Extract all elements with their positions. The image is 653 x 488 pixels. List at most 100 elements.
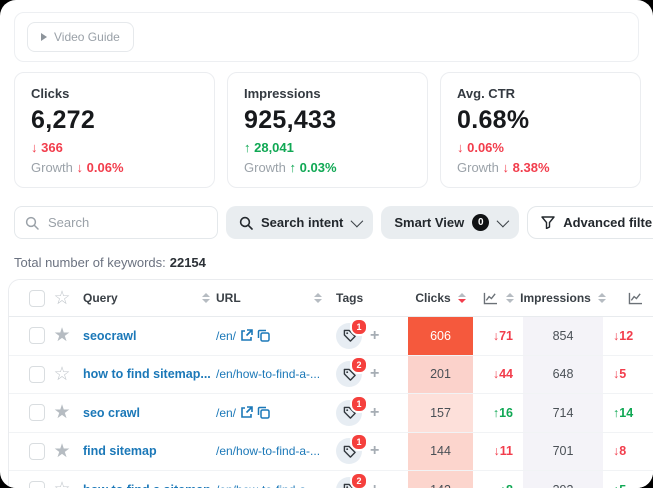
impressions-trend: ↓12 xyxy=(613,328,634,343)
smart-view-dropdown[interactable]: Smart View 0 xyxy=(381,206,520,239)
search-icon xyxy=(25,216,39,230)
clicks-header: Clicks xyxy=(415,291,451,305)
tag-count-badge: 1 xyxy=(350,433,368,452)
add-tag-icon[interactable]: + xyxy=(370,481,379,488)
table-row: how to find sitemap... /en/how-to-find-a… xyxy=(9,355,653,394)
row-checkbox[interactable] xyxy=(29,327,45,345)
clicks-cell: 157 xyxy=(408,394,473,432)
card-delta: ↓ 366 xyxy=(31,140,63,155)
external-link-icon[interactable] xyxy=(240,406,253,419)
card-delta: ↓ 0.06% xyxy=(457,140,504,155)
tag-badge[interactable]: 2 xyxy=(336,356,368,388)
stat-cards: Clicks 6,272 ↓ 366 Growth ↓ 0.06% Impres… xyxy=(14,72,641,188)
card-value: 0.68% xyxy=(457,106,530,134)
keywords-total: Total number of keywords: 22154 xyxy=(14,255,653,270)
card-value: 925,433 xyxy=(244,106,337,134)
clicks-trend: ↓71 xyxy=(492,328,513,343)
query-link[interactable]: seo crawl xyxy=(83,405,140,420)
table-row: how to find a sitemap /en/how-to-find-a-… xyxy=(9,471,653,488)
impressions-cell: 393 xyxy=(523,471,603,488)
card-delta: ↑ 28,041 xyxy=(244,140,294,155)
add-tag-icon[interactable]: + xyxy=(370,326,380,344)
card-value: 6,272 xyxy=(31,106,96,134)
impressions-header: Impressions xyxy=(520,291,591,305)
query-link[interactable]: how to find sitemap... xyxy=(83,367,211,382)
select-all-checkbox[interactable] xyxy=(29,289,45,307)
query-link[interactable]: how to find a sitemap xyxy=(83,483,211,488)
url-header: URL xyxy=(216,291,241,305)
tag-badge[interactable]: 2 xyxy=(336,471,368,488)
card-title: Avg. CTR xyxy=(457,86,516,101)
impressions-trend: ↓8 xyxy=(613,444,627,459)
tag-count-badge: 2 xyxy=(350,471,368,488)
filter-bar: Search intent Smart View 0 Advanced filt… xyxy=(14,206,653,239)
row-checkbox[interactable] xyxy=(29,481,45,488)
table-row: seo crawl /en/ 1 + 157 ↑16 714 ↑14 xyxy=(9,394,653,433)
search-input[interactable] xyxy=(46,214,200,231)
top-banner: Video Guide xyxy=(14,12,639,62)
row-checkbox[interactable] xyxy=(29,442,45,460)
tag-badge[interactable]: 1 xyxy=(336,317,368,349)
chevron-down-icon xyxy=(496,214,510,228)
query-link[interactable]: seocrawl xyxy=(83,328,137,343)
star-icon[interactable] xyxy=(53,442,70,461)
row-checkbox[interactable] xyxy=(29,404,45,422)
tag-count-badge: 2 xyxy=(350,356,368,375)
add-tag-icon[interactable]: + xyxy=(370,365,380,383)
url-link[interactable]: /en/ xyxy=(216,328,237,343)
query-header: Query xyxy=(83,291,118,305)
impressions-cell: 648 xyxy=(523,355,603,393)
clicks-cell: 142 xyxy=(408,471,473,488)
url-link[interactable]: /en/how-to-find-a-... xyxy=(216,444,321,459)
keywords-total-value: 22154 xyxy=(169,255,206,270)
copy-icon[interactable] xyxy=(257,329,270,342)
trend-chart-icon[interactable] xyxy=(483,292,498,305)
clicks-card: Clicks 6,272 ↓ 366 Growth ↓ 0.06% xyxy=(14,72,215,188)
external-link-icon[interactable] xyxy=(240,329,253,342)
tag-count-badge: 1 xyxy=(350,317,368,336)
star-icon[interactable] xyxy=(53,365,70,384)
table-row: seocrawl /en/ 1 + 606 ↓71 854 ↓12 xyxy=(9,317,653,356)
impressions-cell: 854 xyxy=(523,317,603,355)
star-icon[interactable] xyxy=(53,403,70,422)
clicks-cell: 144 xyxy=(408,432,473,470)
url-link[interactable]: /en/ xyxy=(216,405,237,420)
trend-chart-icon[interactable] xyxy=(628,292,643,305)
card-title: Impressions xyxy=(244,86,321,101)
impressions-sort-icon[interactable] xyxy=(597,293,606,303)
star-header-icon[interactable] xyxy=(53,289,70,308)
query-sort-icon[interactable] xyxy=(202,293,210,303)
url-sort-icon[interactable] xyxy=(314,293,322,303)
clicks-trend: ↓44 xyxy=(492,367,513,382)
card-title: Clicks xyxy=(31,86,70,101)
play-icon xyxy=(41,33,47,41)
query-link[interactable]: find sitemap xyxy=(83,444,157,459)
card-growth: Growth ↑ 0.03% xyxy=(244,160,337,175)
advanced-filters-button[interactable]: Advanced filters 0 xyxy=(527,206,653,239)
copy-icon[interactable] xyxy=(257,406,270,419)
url-link[interactable]: /en/how-to-find-a-... xyxy=(216,483,320,488)
smart-view-label: Smart View xyxy=(394,215,465,230)
video-guide-button[interactable]: Video Guide xyxy=(27,22,134,52)
card-growth: Growth ↓ 8.38% xyxy=(457,160,550,175)
tags-header: Tags xyxy=(336,291,364,305)
search-field[interactable] xyxy=(14,206,218,239)
impressions-trend: ↓5 xyxy=(613,367,627,382)
table-row: find sitemap /en/how-to-find-a-... 1 + 1… xyxy=(9,432,653,471)
url-link[interactable]: /en/how-to-find-a-... xyxy=(216,367,321,382)
search-intent-dropdown[interactable]: Search intent xyxy=(226,206,374,239)
add-tag-icon[interactable]: + xyxy=(370,442,380,460)
impressions-cell: 701 xyxy=(523,432,603,470)
tag-badge[interactable]: 1 xyxy=(336,433,368,465)
star-icon[interactable] xyxy=(53,326,70,345)
star-icon[interactable] xyxy=(53,480,70,488)
impressions-cell: 714 xyxy=(523,394,603,432)
clicks-sort-icon[interactable] xyxy=(457,293,466,303)
row-checkbox[interactable] xyxy=(29,365,45,383)
add-tag-icon[interactable]: + xyxy=(370,403,380,421)
clicks-trend-sort-icon[interactable] xyxy=(505,293,514,303)
smart-view-count-badge: 0 xyxy=(472,214,490,231)
clicks-trend: ↑16 xyxy=(492,405,513,420)
clicks-trend: ↓11 xyxy=(493,444,513,459)
tag-badge[interactable]: 1 xyxy=(336,394,368,426)
